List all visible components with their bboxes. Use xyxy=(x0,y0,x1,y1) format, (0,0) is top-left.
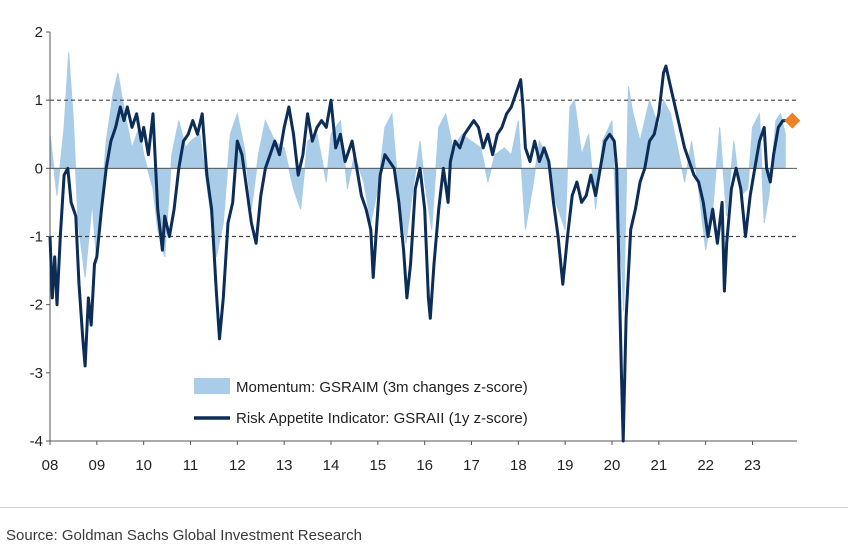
risk-appetite-line xyxy=(48,64,788,443)
y-tick-label: 0 xyxy=(35,160,43,177)
y-tick-label: -4 xyxy=(30,433,43,450)
legend-label-risk-appetite: Risk Appetite Indicator: GSRAII (1y z-sc… xyxy=(236,410,528,427)
x-tick-label: 09 xyxy=(88,457,105,474)
x-tick-label: 22 xyxy=(697,457,714,474)
x-tick-label: 10 xyxy=(135,457,152,474)
y-tick-label: -2 xyxy=(30,297,43,314)
x-tick-label: 19 xyxy=(557,457,574,474)
source-divider xyxy=(0,507,848,508)
y-tick-label: 1 xyxy=(35,92,43,109)
chart: 210-1-2-3-408 09 10 11 12 13 14 15 16 17 18 19 20 21 2… xyxy=(30,24,801,474)
y-tick-label: 2 xyxy=(35,24,43,41)
x-tick-label: 11 xyxy=(183,457,199,474)
y-tick-label: -1 xyxy=(30,229,43,246)
momentum-area xyxy=(49,52,786,312)
x-tick-label: 14 xyxy=(323,457,340,474)
x-tick-label: 23 xyxy=(744,457,761,474)
latest-marker-layer xyxy=(784,112,801,129)
x-tick-label: 16 xyxy=(416,457,433,474)
reference-lines xyxy=(50,99,797,238)
x-tick-label: 13 xyxy=(276,457,293,474)
x-tick-label: 18 xyxy=(510,457,527,474)
risk-appetite-line-layer xyxy=(48,64,788,443)
x-tick-label: 15 xyxy=(369,457,386,474)
legend-swatch-momentum xyxy=(194,378,230,394)
latest-point-marker xyxy=(784,112,801,129)
momentum-area-layer xyxy=(49,52,786,312)
tick-labels: 210-1-2-3-408 09 10 11 12 13 14 15 16 17 18 19 20 21 2… xyxy=(30,24,761,474)
x-tick-label: 21 xyxy=(650,457,667,474)
x-tick-label: 12 xyxy=(229,457,246,474)
x-tick-label: 20 xyxy=(604,457,621,474)
source-note: Source: Goldman Sachs Global Investment … xyxy=(6,527,363,544)
legend-label-momentum: Momentum: GSRAIM (3m changes z-score) xyxy=(236,379,528,396)
x-tick-label: 17 xyxy=(463,457,480,474)
legend: Momentum: GSRAIM (3m changes z-score) Ri… xyxy=(194,378,528,427)
y-tick-label: -3 xyxy=(30,365,43,382)
x-tick-label: 08 xyxy=(42,457,59,474)
